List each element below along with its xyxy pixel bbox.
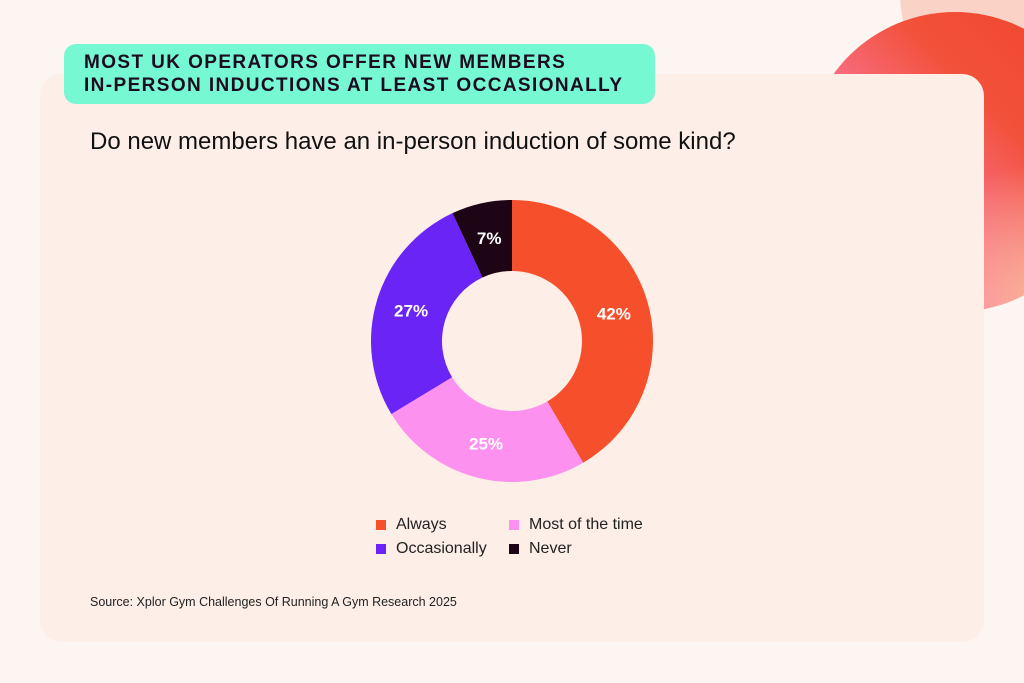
legend-item-never: Never bbox=[509, 540, 572, 558]
legend-item-always: Always bbox=[376, 516, 447, 534]
data-label: 7% bbox=[477, 229, 502, 248]
slice-most-of-the-time bbox=[391, 377, 584, 482]
legend-item-occasionally: Occasionally bbox=[376, 540, 487, 558]
headline-line-2: IN-PERSON INDUCTIONS AT LEAST OCCASIONAL… bbox=[84, 75, 624, 96]
legend-label: Never bbox=[529, 540, 572, 557]
legend-label: Occasionally bbox=[396, 540, 487, 557]
data-label: 27% bbox=[394, 301, 428, 320]
legend-label: Always bbox=[396, 516, 447, 533]
legend-swatch bbox=[376, 520, 386, 530]
source-note: Source: Xplor Gym Challenges Of Running … bbox=[90, 595, 457, 609]
legend-swatch bbox=[509, 520, 519, 530]
legend-swatch bbox=[376, 544, 386, 554]
headline-line-1: MOST UK OPERATORS OFFER NEW MEMBERS bbox=[84, 52, 567, 73]
data-label: 42% bbox=[597, 304, 631, 323]
slice-never bbox=[452, 200, 512, 278]
slice-occasionally bbox=[371, 213, 483, 415]
slice-always bbox=[512, 200, 653, 463]
chart-title: Do new members have an in-person inducti… bbox=[90, 128, 736, 155]
legend-swatch bbox=[509, 544, 519, 554]
legend-label: Most of the time bbox=[529, 516, 643, 533]
headline-banner: MOST UK OPERATORS OFFER NEW MEMBERS IN-P… bbox=[64, 44, 655, 104]
data-label: 25% bbox=[469, 434, 503, 453]
legend-item-most-of-the-time: Most of the time bbox=[509, 516, 643, 534]
